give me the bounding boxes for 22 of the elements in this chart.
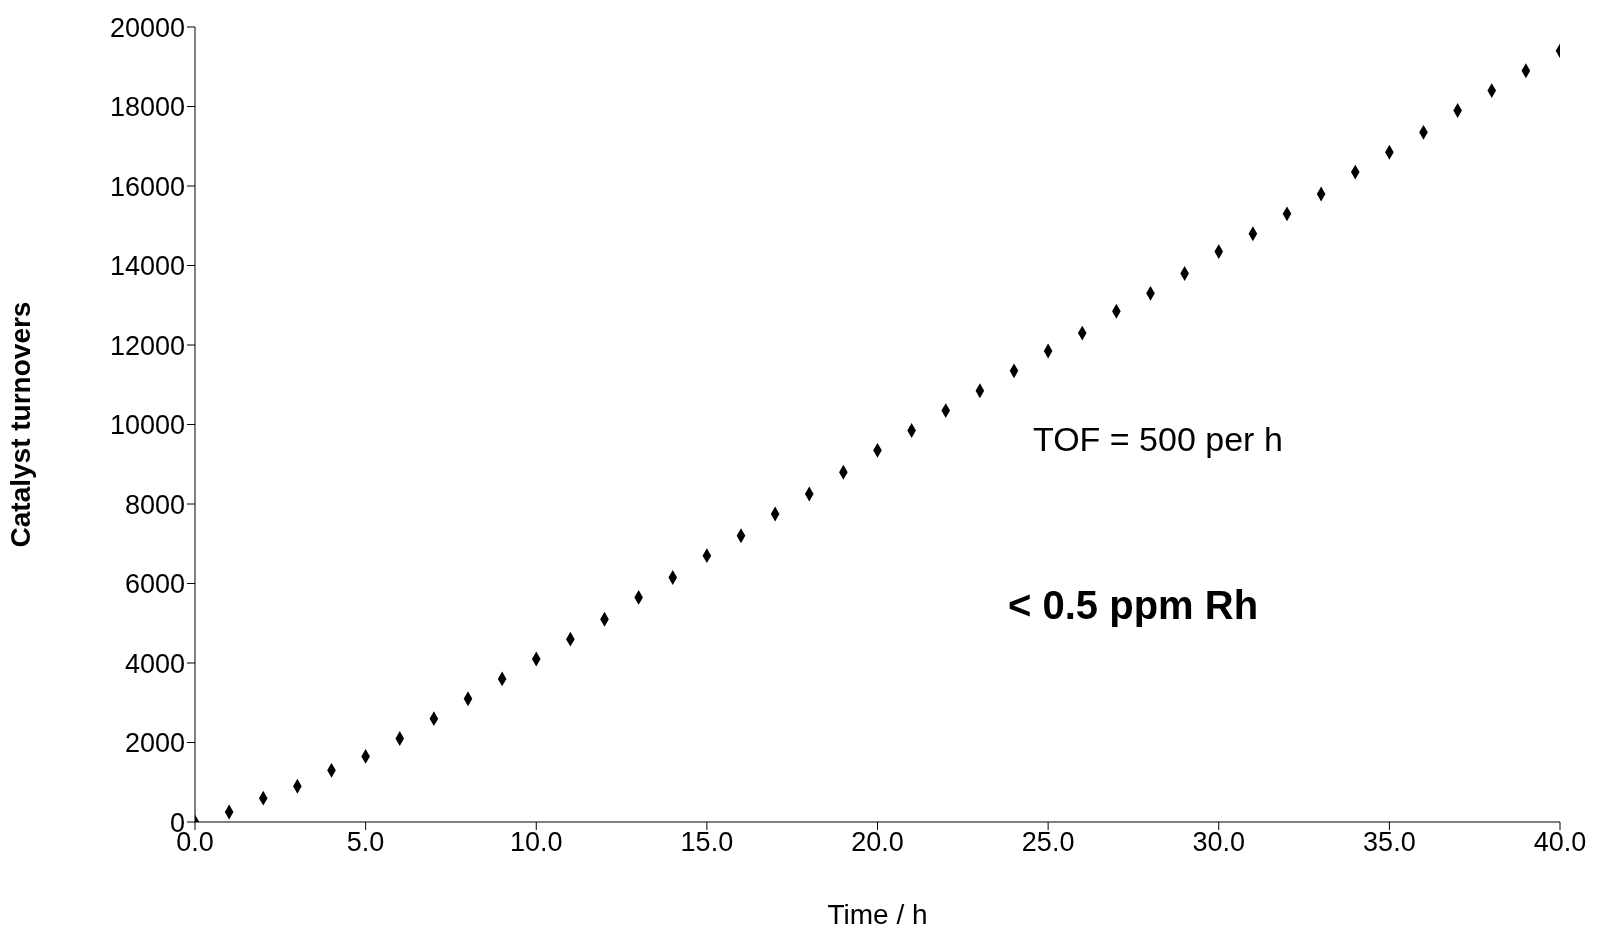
y-tick-label: 10000: [109, 410, 185, 441]
annotation: TOF = 500 per h: [1033, 420, 1283, 459]
x-axis-title: Time / h: [827, 899, 928, 930]
x-tick-label: 5.0: [346, 827, 385, 858]
y-tick-label: 8000: [124, 489, 185, 520]
annotation: < 0.5 ppm Rh: [1008, 583, 1259, 628]
y-tick-label: 4000: [124, 648, 185, 679]
y-tick-label: 20000: [109, 12, 185, 43]
x-tick-label: 40.0: [1533, 827, 1587, 858]
x-tick-label: 15.0: [680, 827, 734, 858]
y-axis-title: Catalyst turnovers: [4, 301, 36, 548]
y-tick-label: 14000: [109, 251, 185, 282]
y-tick-label: 12000: [109, 330, 185, 361]
y-tick-label: 2000: [124, 728, 185, 759]
x-tick-label: 35.0: [1363, 827, 1416, 858]
x-tick-label: 20.0: [851, 827, 904, 858]
y-tick-label: 6000: [124, 569, 185, 600]
x-tick-label: 25.0: [1021, 827, 1075, 858]
y-tick-label: 16000: [109, 171, 185, 202]
x-tick-label: 10.0: [509, 827, 563, 858]
y-tick-label: 18000: [109, 92, 185, 123]
x-tick-label: 30.0: [1192, 827, 1246, 858]
